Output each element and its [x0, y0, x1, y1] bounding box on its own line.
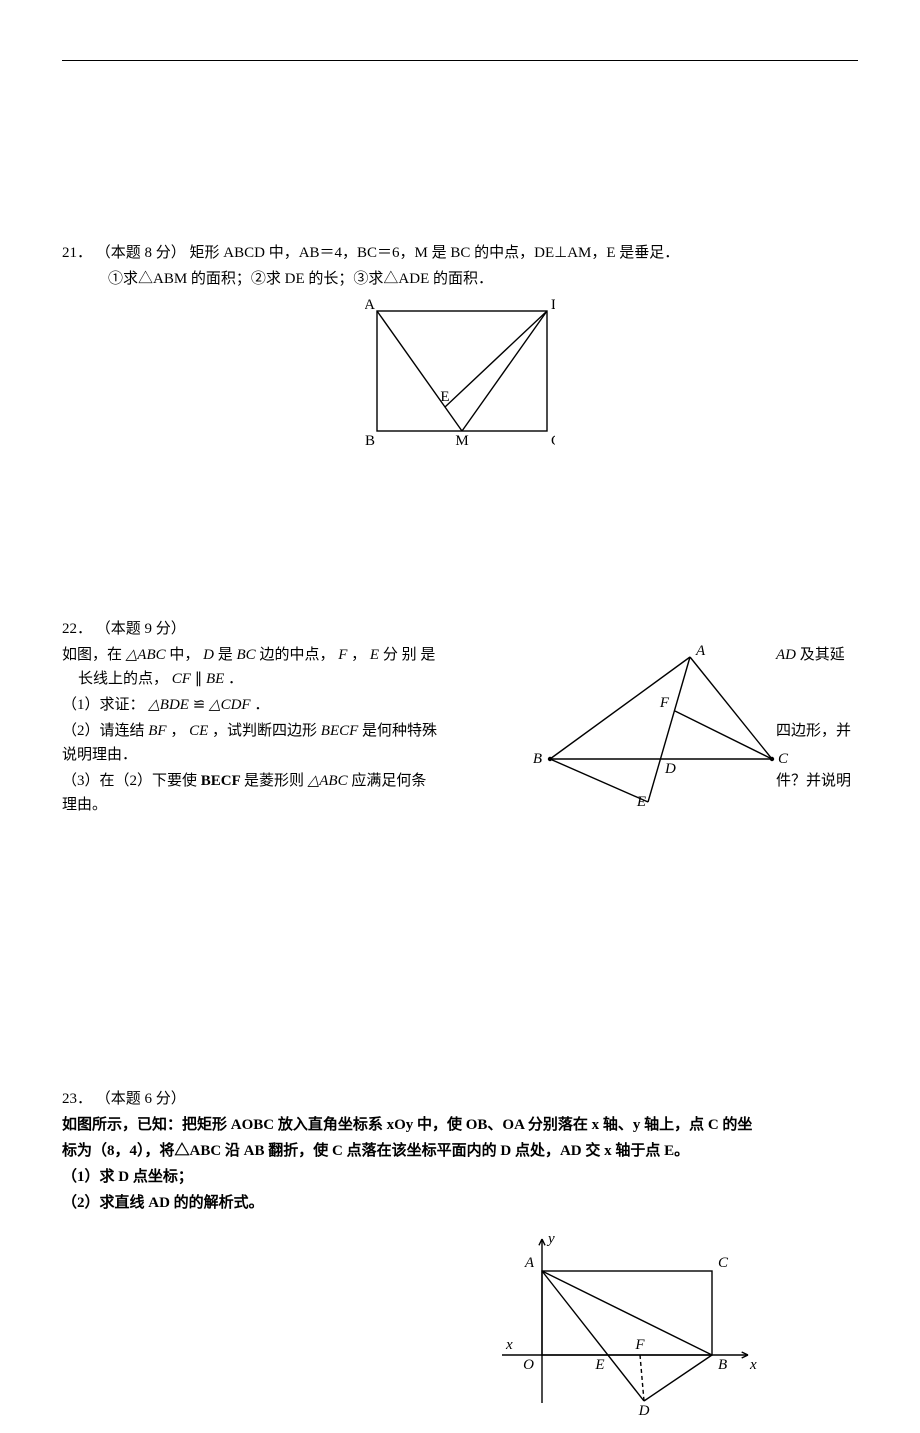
svg-text:A: A [365, 297, 375, 313]
q22-figure: A B C D F E [530, 641, 790, 806]
t: ），将△ABC 沿 AB 翻折，使 C 点落在该坐标平面内的 D 点处，AD 交… [137, 1143, 689, 1159]
svg-text:D: D [551, 297, 555, 313]
spacer-1 [62, 487, 858, 617]
svg-text:B: B [533, 751, 542, 767]
q23-figure: xyxOACBEFD [482, 1225, 762, 1425]
header-rule [62, 60, 858, 61]
svg-text:A: A [695, 643, 706, 659]
svg-text:x: x [749, 1357, 757, 1373]
t: BE [206, 671, 224, 687]
svg-text:M: M [455, 433, 468, 447]
t: BC [237, 647, 256, 663]
q23-number: 23． [62, 1091, 92, 1107]
svg-text:E: E [636, 794, 646, 806]
t: BECF [201, 773, 244, 789]
t: △ABC [126, 647, 166, 663]
t: CF [172, 671, 191, 687]
t: （3）在（2）下要使 [62, 773, 197, 789]
t: △ABC [308, 773, 348, 789]
t: ． [254, 697, 269, 713]
t: BECF [321, 723, 359, 739]
svg-text:D: D [638, 1403, 650, 1419]
svg-text:y: y [546, 1231, 555, 1247]
t: 是 [218, 647, 233, 663]
q21-parts: ①求△ABM 的面积；②求 DE 的长；③求△ADE 的面积． [62, 267, 858, 291]
t: 长线上的点， [78, 671, 168, 687]
t: （2）请连结 [62, 723, 145, 739]
svg-text:D: D [664, 761, 676, 777]
q23-points: （本题 6 分） [96, 1091, 186, 1107]
t: 边的中点， [259, 647, 334, 663]
t: （1）求证： [62, 697, 145, 713]
q23-head: 23． （本题 6 分） [62, 1087, 858, 1111]
svg-text:B: B [718, 1357, 727, 1373]
q22-p2-left: （2）请连结 BF ， CE ，试判断四边形 BECF 是何种特殊 [62, 719, 508, 743]
q23-line2: 标为（8，4），将△ABC 沿 AB 翻折，使 C 点落在该坐标平面内的 D 点… [62, 1139, 858, 1163]
svg-text:F: F [634, 1337, 645, 1353]
q21-figure-wrap: A D B C M E [62, 297, 858, 447]
svg-text:B: B [365, 433, 375, 447]
t: ， [170, 723, 185, 739]
t: 如图，在 [62, 647, 122, 663]
svg-text:C: C [551, 433, 555, 447]
q21-figure: A D B C M E [365, 297, 555, 447]
q23-p1: （1）求 D 点坐标； [62, 1165, 858, 1189]
q22-head: 22． （本题 9 分） [62, 617, 858, 641]
question-21: 21． （本题 8 分） 矩形 ABCD 中，AB＝4，BC＝6，M 是 BC … [62, 241, 858, 447]
svg-text:F: F [659, 695, 670, 711]
svg-text:E: E [440, 389, 449, 405]
t: 中， [169, 647, 199, 663]
t: ≌ [193, 697, 206, 713]
t: 及其延 [800, 647, 845, 663]
q21-points: （本题 8 分） [96, 245, 186, 261]
svg-text:C: C [778, 751, 789, 767]
t: D [203, 647, 214, 663]
t: 应满足何条 [351, 773, 426, 789]
question-23: 23． （本题 6 分） 如图所示，已知：把矩形 AOBC 放入直角坐标系 xO… [62, 1087, 858, 1433]
t: △BDE [148, 697, 189, 713]
page: 21． （本题 8 分） 矩形 ABCD 中，AB＝4，BC＝6，M 是 BC … [0, 0, 920, 1433]
q22-points: （本题 9 分） [96, 621, 186, 637]
svg-text:O: O [523, 1357, 534, 1373]
t: ，试判断四边形 [212, 723, 317, 739]
svg-text:A: A [524, 1255, 535, 1271]
q23-line1: 如图所示，已知：把矩形 AOBC 放入直角坐标系 xOy 中，使 OB、OA 分… [62, 1113, 858, 1137]
t: ， [351, 647, 366, 663]
spacer-2 [62, 857, 858, 1087]
q22-line1-left: 如图，在 △ABC 中， D 是 BC 边的中点， F ， E 分 别 是 [62, 643, 508, 667]
t: BF [148, 723, 166, 739]
q23-p2: （2）求直线 AD 的的解析式。 [62, 1191, 858, 1215]
q21-stem: 矩形 ABCD 中，AB＝4，BC＝6，M 是 BC 的中点，DE⊥AM，E 是… [190, 245, 680, 261]
q22-p3-left: （3）在（2）下要使 BECF 是菱形则 △ABC 应满足何条 [62, 769, 508, 793]
svg-text:x: x [505, 1337, 513, 1353]
t: 标为（8，4 [62, 1143, 137, 1159]
q22-number: 22． [62, 621, 92, 637]
t: ∥ [195, 671, 206, 687]
t: F [338, 647, 347, 663]
q21-stem-line: 21． （本题 8 分） 矩形 ABCD 中，AB＝4，BC＝6，M 是 BC … [62, 241, 858, 265]
t: ． [228, 671, 243, 687]
t: 是菱形则 [244, 773, 304, 789]
q21-number: 21． [62, 245, 92, 261]
svg-text:E: E [594, 1357, 604, 1373]
t: CE [189, 723, 208, 739]
question-22: 22． （本题 9 分） 如图，在 △ABC 中， D 是 BC 边的中点， F… [62, 617, 858, 817]
t: 是何种特殊 [362, 723, 437, 739]
svg-text:C: C [718, 1255, 729, 1271]
t: △CDF [209, 697, 251, 713]
t: 分 别 是 [383, 647, 436, 663]
t: E [370, 647, 379, 663]
